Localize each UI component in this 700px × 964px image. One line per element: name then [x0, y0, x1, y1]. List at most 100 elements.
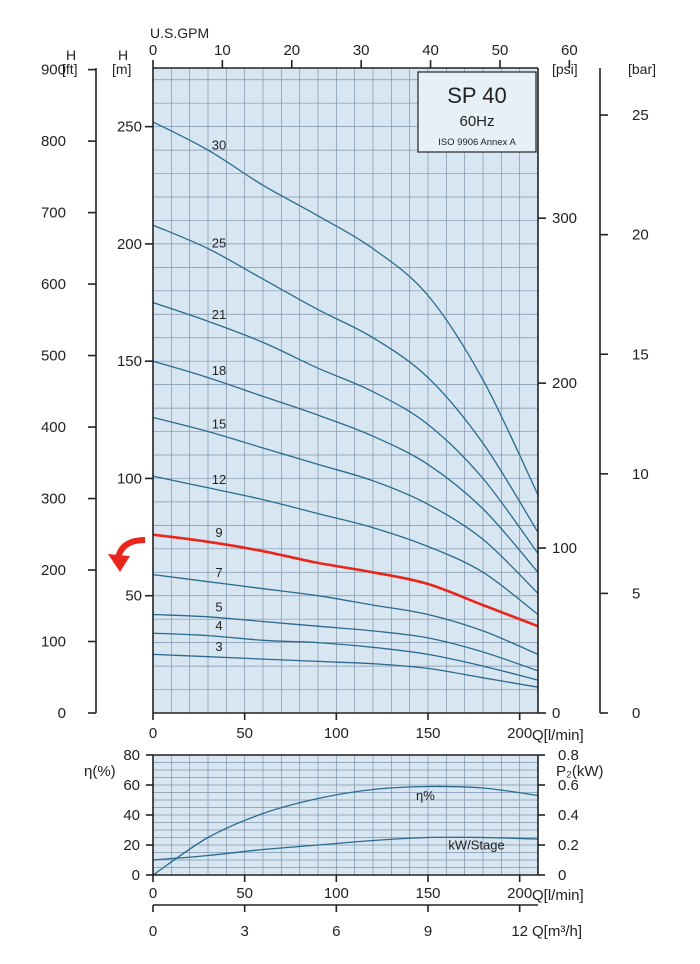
- m-axis-unit: [m]: [112, 61, 131, 77]
- stage-label-4: 4: [215, 618, 222, 633]
- stage-label-15: 15: [212, 416, 226, 431]
- gpm-tick-label: 50: [492, 42, 509, 59]
- curve-stage-12: [152, 475, 539, 616]
- head-grid: [153, 68, 538, 713]
- efficiency-curve-label: η%: [416, 788, 435, 803]
- gpm-tick-label: 0: [149, 42, 157, 59]
- head-plot-area: [153, 68, 538, 713]
- curve-stage-18: [152, 360, 539, 573]
- psi-tick-label: 300: [552, 210, 577, 227]
- q-tick-label-lower: 0: [149, 885, 157, 902]
- q3-tick-label: 12: [511, 923, 528, 940]
- curve-stage-30: [152, 121, 539, 496]
- model-info-box: SP 40 60Hz ISO 9906 Annex A: [417, 71, 537, 153]
- curve-stage-15: [152, 416, 539, 594]
- q-tick-label-lower: 200: [507, 885, 532, 902]
- curve-stage-5: [152, 613, 539, 672]
- curve-stage-9: [152, 533, 539, 628]
- q3-tick-label: 6: [332, 923, 340, 940]
- psi-axis-unit: [psi]: [552, 61, 578, 77]
- q3-tick-label: 9: [424, 923, 432, 940]
- gpm-tick-label: 40: [422, 42, 439, 59]
- p2-tick-label: 0.6: [558, 777, 579, 794]
- ft-tick-label: 600: [41, 276, 66, 293]
- frequency-label: 60Hz: [459, 113, 494, 130]
- curve-stage-7: [152, 573, 539, 655]
- stage-label-12: 12: [212, 472, 226, 487]
- curve-stage-4: [152, 632, 539, 681]
- q-tick-label-lower: 150: [415, 885, 440, 902]
- head-curves: 30 25 21 18 15 12 9 7 5 4 3: [152, 121, 539, 688]
- ft-axis-unit: [ft]: [62, 61, 78, 77]
- ft-tick-label: 400: [41, 419, 66, 436]
- efficiency-curves: η% kW/Stage: [152, 785, 539, 876]
- bar-tick-label: 10: [632, 466, 649, 483]
- eta-tick-label: 40: [123, 807, 140, 824]
- p2-tick-label: 0: [558, 867, 566, 884]
- q-tick-label: 0: [149, 725, 157, 742]
- ft-tick-label: 800: [41, 133, 66, 150]
- stage-label-18: 18: [212, 363, 226, 378]
- stage-label-5: 5: [215, 599, 222, 614]
- q-tick-label-lower: 50: [236, 885, 253, 902]
- q-tick-label: 100: [324, 725, 349, 742]
- m-tick-label: 200: [117, 236, 142, 253]
- q-axis-label-lower: Q[l/min]: [532, 887, 584, 904]
- bar-tick-label: 20: [632, 227, 649, 244]
- gpm-tick-label: 60: [561, 42, 578, 59]
- psi-tick-label: 200: [552, 375, 577, 392]
- p2-tick-label: 0.4: [558, 807, 579, 824]
- stage-label-30: 30: [212, 138, 226, 153]
- bar-tick-label: 15: [632, 346, 649, 363]
- curve-stage-3: [152, 653, 539, 688]
- bar-tick-label: 5: [632, 585, 640, 602]
- m-tick-label: 150: [117, 353, 142, 370]
- eta-axis-label: η(%): [84, 763, 116, 780]
- model-name: SP 40: [447, 83, 507, 108]
- stage-label-9: 9: [215, 525, 222, 540]
- stage-label-7: 7: [215, 565, 222, 580]
- q-tick-label: 150: [415, 725, 440, 742]
- q-tick-label-lower: 100: [324, 885, 349, 902]
- ft-tick-label: 500: [41, 348, 66, 365]
- curve-power: [152, 836, 539, 861]
- axis-ticks: 0 10 20 30 40 50 60010020030040050060070080090…: [41, 42, 649, 940]
- eta-tick-label: 20: [123, 837, 140, 854]
- p2-tick-label: 0.2: [558, 837, 579, 854]
- m-axis-label: H: [118, 47, 128, 63]
- q3-tick-label: 3: [240, 923, 248, 940]
- top-axis-title: U.S.GPM: [150, 25, 209, 41]
- eta-tick-label: 80: [123, 747, 140, 764]
- stage-label-21: 21: [212, 307, 226, 322]
- curve-stage-25: [152, 224, 539, 533]
- m-tick-label: 50: [125, 588, 142, 605]
- gpm-tick-label: 10: [214, 42, 231, 59]
- p2-tick-label: 0.8: [558, 747, 579, 764]
- gpm-tick-label: 30: [353, 42, 370, 59]
- q-tick-label: 50: [236, 725, 253, 742]
- q-tick-label: 200: [507, 725, 532, 742]
- ft-tick-label: 700: [41, 205, 66, 222]
- power-curve-label: kW/Stage: [448, 838, 504, 853]
- bar-axis-unit: [bar]: [628, 61, 656, 77]
- bar-tick-label: 25: [632, 107, 649, 124]
- eta-tick-label: 60: [123, 777, 140, 794]
- efficiency-grid: [153, 755, 538, 875]
- curve-efficiency: [152, 785, 539, 876]
- highlight-arrow-icon: [108, 537, 146, 572]
- ft-axis-label: H: [66, 47, 76, 63]
- q-axis-label: Q[l/min]: [532, 727, 584, 744]
- m-tick-label: 100: [117, 470, 142, 487]
- stage-label-3: 3: [215, 639, 222, 654]
- external-axes: [95, 68, 601, 906]
- psi-tick-label: 100: [552, 540, 577, 557]
- psi-tick-label: 0: [552, 705, 560, 722]
- ft-tick-label: 200: [41, 562, 66, 579]
- ft-tick-label: 0: [58, 705, 66, 722]
- curve-stage-21: [152, 301, 539, 554]
- ft-tick-label: 900: [41, 62, 66, 79]
- m-tick-label: 250: [117, 119, 142, 136]
- stage-label-25: 25: [212, 235, 226, 250]
- standard-label: ISO 9906 Annex A: [438, 137, 516, 148]
